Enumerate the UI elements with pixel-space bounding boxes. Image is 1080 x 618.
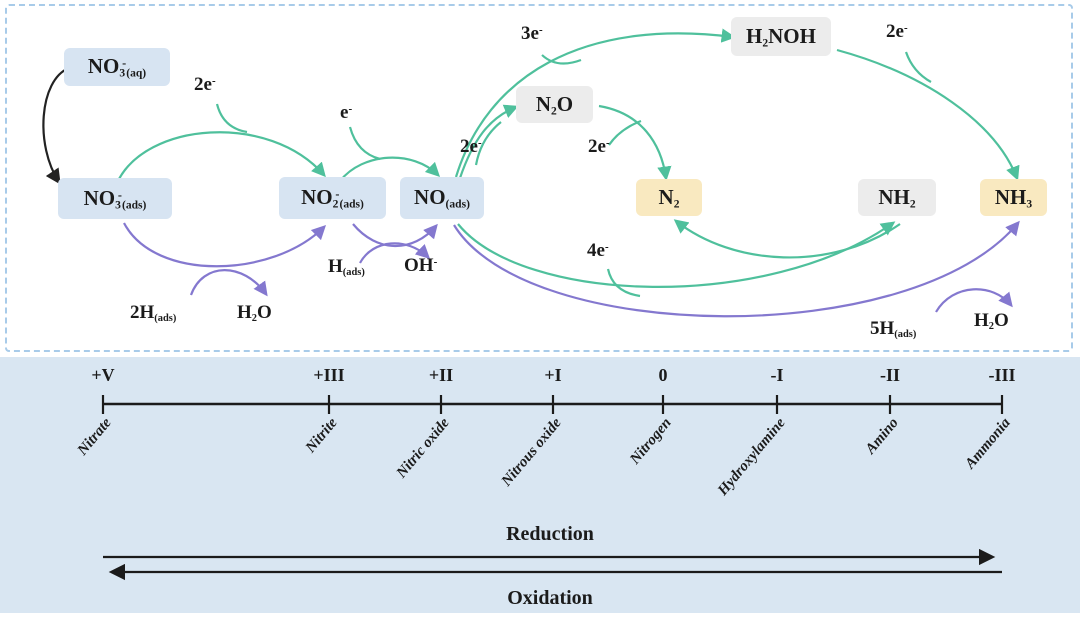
arrow-no3aq-to-no3ads: [42, 66, 70, 185]
arrow-noads-to-nh3-h: [453, 220, 1020, 318]
label-2e-no-n2o: 2e-: [460, 136, 482, 157]
tick-state-label: -II: [879, 365, 900, 385]
tick-species-name: Nitrite: [302, 415, 341, 456]
species-box-no3-ads: NO3-(ads): [58, 178, 172, 219]
tick-state-label: +III: [313, 365, 345, 385]
reduction-label: Reduction: [506, 523, 594, 545]
tick-state-label: +II: [428, 365, 454, 385]
label-2e-no3-no2: 2e-: [194, 74, 216, 95]
axis-ticks: [101, 395, 1004, 414]
branch-e-no2-no: [348, 126, 381, 161]
tick-state-label: -III: [988, 365, 1016, 385]
reaction-network-panel: NO3-(aq) NO3-(ads) NO2-(ads) NO(ads) N2O…: [5, 4, 1073, 352]
oxidation-state-panel: +V +III +II +I 0 -I -II -III Nitrate Nit…: [0, 357, 1080, 613]
label-5h-ads: 5H(ads): [870, 318, 917, 341]
species-formula: NO3-(aq): [87, 54, 147, 80]
arrow-5hads-to-h2o: [935, 288, 1013, 313]
species-box-no-ads: NO(ads): [400, 177, 484, 219]
arrow-h2noh-to-nh3: [836, 48, 1020, 181]
label-e-no2-no: e-: [340, 102, 353, 123]
arrow-no2ads-to-noads-h: [352, 223, 438, 247]
tick-state-label: +I: [544, 365, 562, 385]
arrow-no3ads-to-no2ads: [116, 131, 326, 184]
arrow-noads-to-nh2: [457, 221, 896, 288]
tick-state-label: 0: [658, 365, 668, 385]
oxidation-state-axis: [101, 395, 1004, 414]
species-formula: N2: [658, 184, 680, 211]
label-oh: OH-: [404, 255, 438, 276]
species-formula: N2O: [535, 91, 574, 118]
species-formula: H2NOH: [746, 23, 816, 50]
axis-layer: [101, 395, 1004, 581]
species-box-no3-aq: NO3-(aq): [64, 48, 170, 86]
arrow-no3ads-to-no2ads-h: [123, 222, 327, 268]
oxidation-label: Oxidation: [507, 587, 593, 609]
tick-state-label: -I: [770, 365, 784, 385]
branch-2e-no3-no2: [215, 103, 248, 134]
tick-species-name: Amino: [862, 415, 902, 458]
branch-2e-h2noh-nh3: [904, 51, 932, 83]
arrow-2hads-to-h2o: [189, 269, 268, 297]
tick-species-name: Nitrate: [74, 415, 115, 459]
species-box-no2-ads: NO2-(ads): [279, 177, 386, 219]
species-box-nh2: NH2: [858, 179, 936, 216]
species-formula: NO3-(ads): [83, 185, 147, 212]
species-box-nh3: NH3: [980, 179, 1047, 216]
label-2e-h2noh-nh3: 2e-: [886, 21, 908, 42]
label-h2o-left: H2O: [237, 302, 272, 325]
tick-state-label: +V: [91, 365, 115, 385]
species-box-h2noh: H2NOH: [731, 17, 831, 56]
tick-species-name: Ammonia: [962, 415, 1014, 472]
arrow-nh2-to-n2: [673, 219, 901, 259]
branch-3e-no-h2noh: [541, 54, 582, 65]
label-h-ads: H(ads): [328, 256, 365, 279]
species-formula: NO2-(ads): [301, 185, 364, 211]
species-box-n2: N2: [636, 179, 702, 216]
label-h2o-right: H2O: [974, 310, 1009, 333]
branch-2e-n2o-n2: [608, 119, 642, 146]
green-reduction-arrows: [116, 28, 1020, 298]
branch-4e-no-nh2: [606, 268, 641, 298]
label-2h-ads: 2H(ads): [130, 302, 177, 325]
label-3e-no-h2noh: 3e-: [521, 23, 543, 44]
label-2e-n2o-n2: 2e-: [588, 136, 610, 157]
species-formula: NO(ads): [414, 185, 470, 211]
species-formula: NH2: [878, 184, 916, 211]
species-formula: NH3: [994, 184, 1033, 211]
label-4e-no-nh2: 4e-: [587, 240, 609, 261]
species-box-n2o: N2O: [516, 86, 593, 123]
